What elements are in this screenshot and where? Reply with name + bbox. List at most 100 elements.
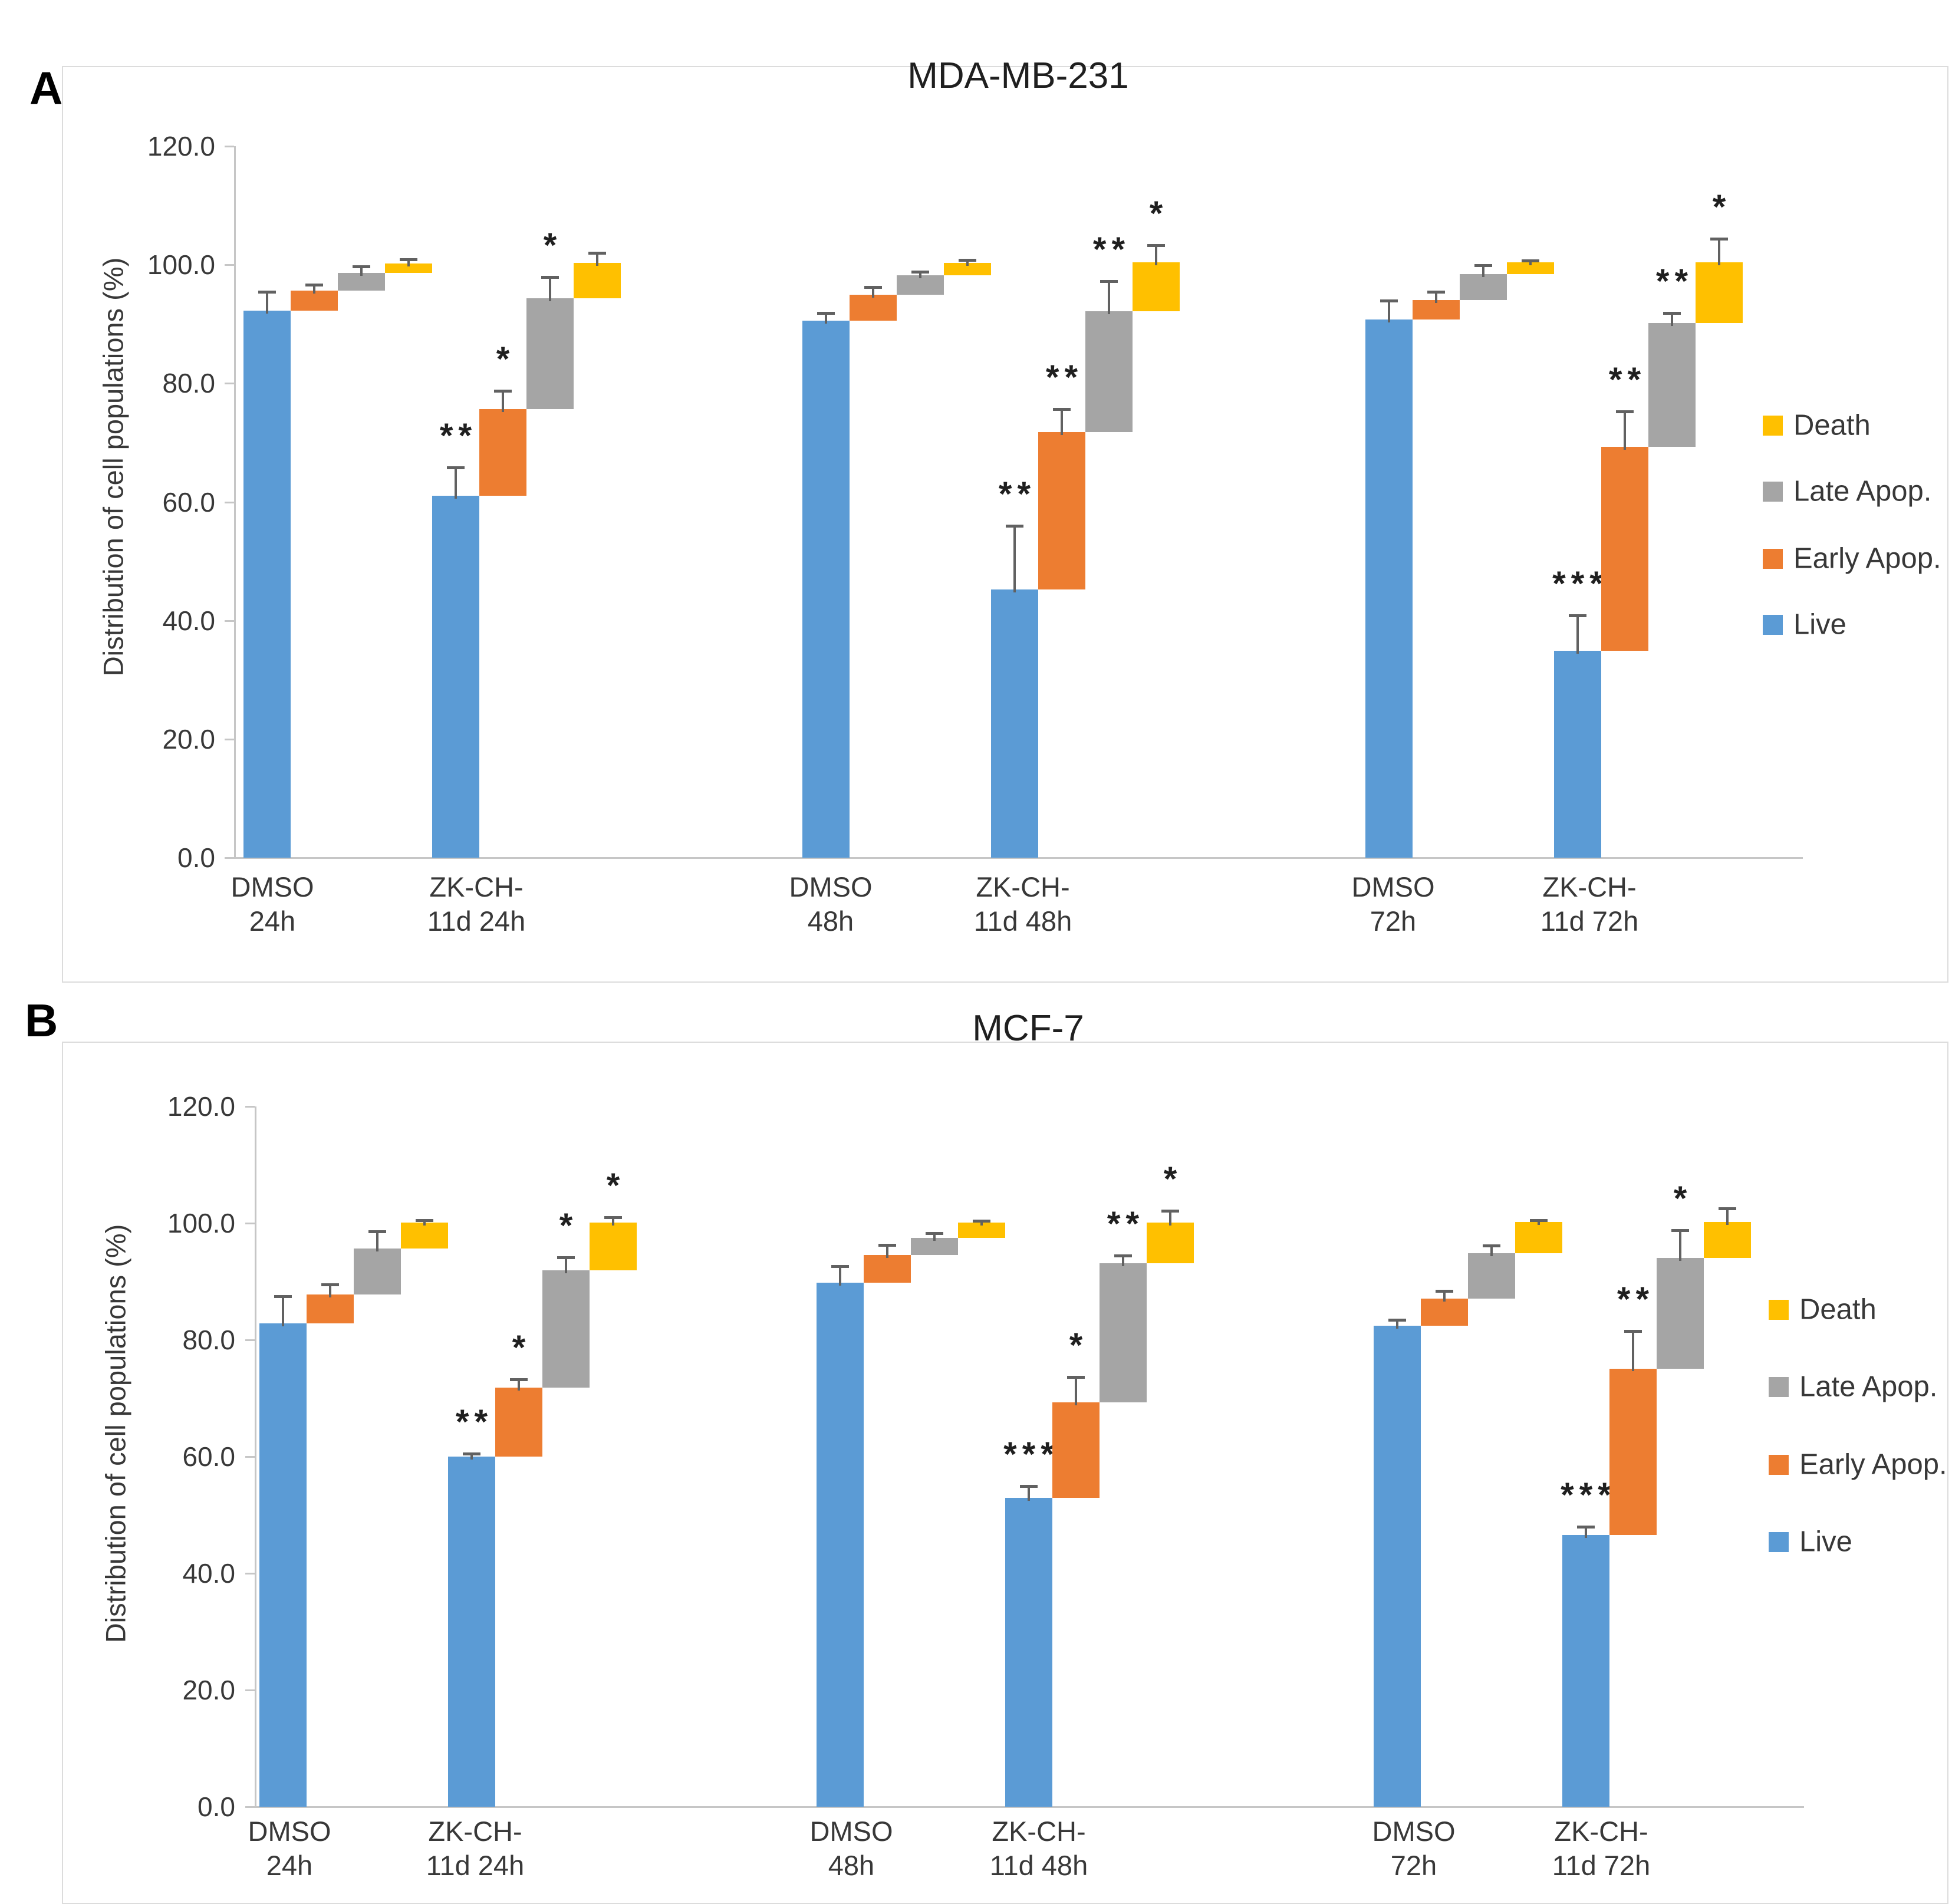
error-bar: [1577, 1525, 1595, 1538]
significance-label: **: [1107, 1205, 1145, 1244]
significance-label: *: [606, 1167, 626, 1205]
error-bar-line: [1576, 617, 1579, 654]
category-label-group-5: DMSO 72h: [1269, 870, 1517, 938]
y-tick-label: 20.0: [162, 723, 215, 755]
category-label-line: 11d 24h: [426, 1850, 525, 1881]
category-label-line: 48h: [828, 1850, 875, 1881]
bar-death-group-6: [1704, 1222, 1751, 1259]
category-label-line: 72h: [1370, 905, 1417, 937]
y-tick-label: 20.0: [182, 1675, 235, 1705]
significance-label: **: [1655, 262, 1694, 301]
y-tick-mark: [225, 501, 234, 503]
category-label-group-3: DMSO 48h: [728, 1814, 975, 1883]
legend-label-early_apop: Early Apop.: [1799, 1448, 1947, 1481]
y-tick-mark: [225, 620, 234, 622]
legend-swatch-live: [1769, 1532, 1789, 1552]
legend-swatch-late_apop: [1769, 1377, 1789, 1397]
error-bar-line: [1396, 1322, 1398, 1329]
y-tick-mark: [245, 1339, 255, 1341]
error-bar: [1053, 407, 1071, 435]
error-bar-line: [376, 1233, 378, 1251]
y-tick-mark: [225, 383, 234, 385]
error-bar-line: [1028, 1487, 1030, 1501]
category-label-line: 11d 48h: [973, 905, 1072, 937]
significance-label: ***: [1561, 1475, 1617, 1514]
error-bar: [959, 259, 976, 266]
error-bar: [911, 271, 929, 279]
chart-B-title: MCF-7: [972, 1008, 1084, 1049]
error-bar-line: [1679, 1231, 1681, 1261]
error-bar: [321, 1283, 339, 1297]
bar-early-apop-group-2: [495, 1388, 542, 1457]
significance-label: *: [559, 1207, 578, 1246]
bar-death-group-2: [590, 1223, 637, 1271]
y-tick-mark: [245, 1806, 255, 1808]
error-bar-line: [980, 1223, 983, 1226]
bar-late-apop-group-5: [1468, 1253, 1515, 1299]
error-bar-line: [1435, 294, 1437, 303]
bar-death-group-5: [1515, 1222, 1562, 1254]
bar-live-group-3: [802, 320, 850, 858]
error-bar-line: [407, 261, 410, 267]
error-bar-line: [360, 268, 363, 276]
error-bar: [926, 1231, 943, 1241]
panel-letter-A: A: [29, 62, 63, 114]
significance-label: *: [1712, 187, 1732, 226]
error-bar: [1067, 1376, 1085, 1405]
error-bar: [1436, 1289, 1453, 1302]
legend-swatch-early_apop: [1763, 549, 1783, 569]
category-label-line: ZK-CH-: [429, 871, 524, 902]
error-bar: [510, 1378, 528, 1391]
error-bar-line: [1671, 314, 1673, 326]
error-bar-line: [825, 314, 827, 324]
bar-late-apop-group-1: [338, 273, 385, 291]
error-bar: [368, 1230, 386, 1251]
bar-live-group-4: [991, 589, 1038, 858]
error-bar-line: [933, 1234, 936, 1241]
error-bar: [1522, 259, 1539, 266]
category-label-group-6: ZK-CH- 11d 72h: [1477, 1814, 1725, 1883]
y-tick-label: 80.0: [182, 1325, 235, 1355]
error-bar-line: [1718, 240, 1720, 266]
category-label-line: 24h: [249, 905, 296, 937]
category-label-group-5: DMSO 72h: [1290, 1814, 1538, 1883]
y-tick-mark: [225, 738, 234, 740]
error-bar-line: [1122, 1257, 1124, 1267]
category-label-line: 11d 72h: [1552, 1850, 1651, 1881]
bar-live-group-5: [1374, 1326, 1421, 1807]
bar-early-apop-group-4: [1052, 1402, 1100, 1498]
category-label-line: ZK-CH-: [1542, 871, 1637, 902]
error-bar: [1020, 1484, 1038, 1501]
category-label-group-4: ZK-CH- 11d 48h: [899, 870, 1147, 938]
chart-B-y-axis-title: Distribution of cell populations (%): [100, 1224, 131, 1643]
error-bar-line: [966, 262, 969, 266]
category-label-group-2: ZK-CH- 11d 24h: [353, 870, 600, 938]
category-label-line: ZK-CH-: [976, 871, 1070, 902]
error-bar: [1388, 1319, 1406, 1329]
category-label-line: ZK-CH-: [1554, 1816, 1648, 1847]
legend-label-late_apop: Late Apop.: [1799, 1371, 1938, 1403]
significance-label: *: [1673, 1179, 1693, 1218]
bar-early-apop-group-2: [479, 409, 526, 496]
bar-death-group-4: [1147, 1223, 1194, 1264]
y-tick-mark: [225, 264, 234, 266]
bar-late-apop-group-3: [897, 275, 944, 295]
chart-A-y-axis-line: [234, 146, 236, 859]
bar-death-group-6: [1696, 262, 1743, 323]
error-bar: [400, 258, 417, 267]
legend-swatch-early_apop: [1769, 1455, 1789, 1475]
error-bar: [831, 1265, 849, 1286]
bar-live-group-1: [243, 310, 291, 858]
error-bar-line: [282, 1297, 284, 1327]
bar-late-apop-group-2: [542, 1270, 590, 1388]
bar-late-apop-group-6: [1657, 1258, 1704, 1369]
error-bar: [604, 1216, 622, 1226]
error-bar-line: [1155, 246, 1157, 266]
error-bar-line: [455, 469, 457, 499]
error-bar: [588, 252, 606, 266]
y-tick-mark: [245, 1573, 255, 1574]
error-bar: [1624, 1330, 1642, 1372]
bar-early-apop-group-1: [291, 291, 338, 311]
legend-label-late_apop: Late Apop.: [1793, 475, 1932, 508]
bar-early-apop-group-3: [864, 1255, 911, 1283]
